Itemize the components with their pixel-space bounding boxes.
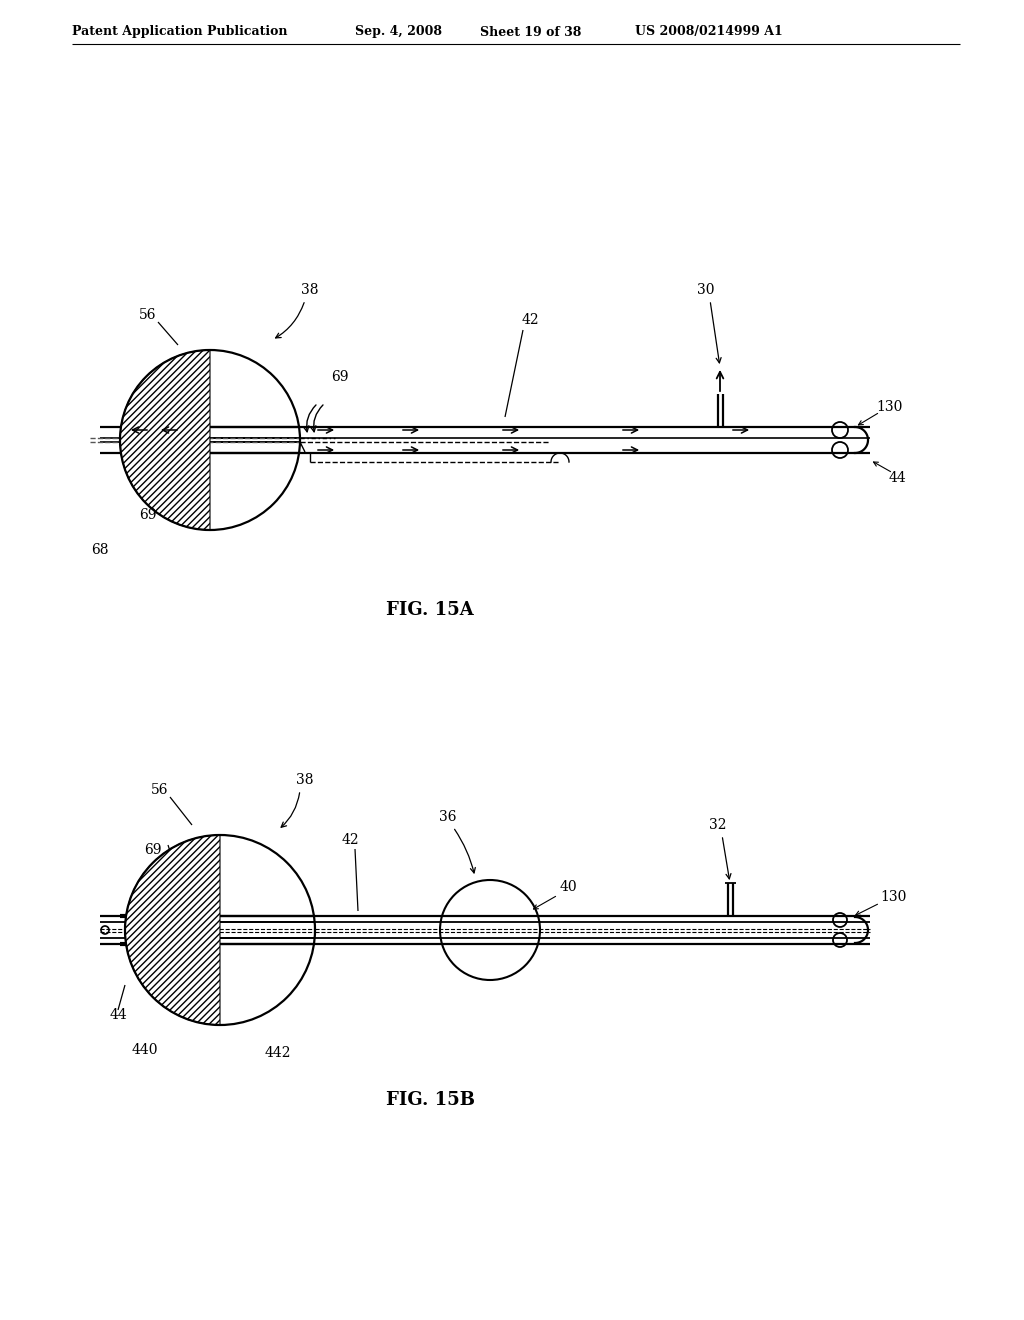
Text: 40: 40 xyxy=(559,880,577,894)
Text: Patent Application Publication: Patent Application Publication xyxy=(72,25,288,38)
Text: 38: 38 xyxy=(296,774,313,787)
Text: 442: 442 xyxy=(265,1045,291,1060)
Text: Sheet 19 of 38: Sheet 19 of 38 xyxy=(480,25,582,38)
Text: 69: 69 xyxy=(139,508,157,521)
Text: 42: 42 xyxy=(521,313,539,327)
Text: 36: 36 xyxy=(439,810,457,824)
Polygon shape xyxy=(125,836,220,1026)
Text: 32: 32 xyxy=(710,818,727,832)
Text: FIG. 15A: FIG. 15A xyxy=(386,601,474,619)
Text: US 2008/0214999 A1: US 2008/0214999 A1 xyxy=(635,25,782,38)
Text: 42: 42 xyxy=(341,833,358,847)
Text: 130: 130 xyxy=(880,890,906,904)
Text: 44: 44 xyxy=(110,1008,127,1022)
Text: 69: 69 xyxy=(331,370,349,384)
Text: FIG. 15B: FIG. 15B xyxy=(385,1092,474,1109)
Text: 69: 69 xyxy=(144,843,162,857)
Text: 68: 68 xyxy=(91,543,109,557)
Text: 130: 130 xyxy=(877,400,903,414)
Text: 56: 56 xyxy=(139,308,157,322)
Text: 38: 38 xyxy=(301,282,318,297)
Text: 56: 56 xyxy=(152,783,169,797)
Text: 440: 440 xyxy=(132,1043,159,1057)
Text: 30: 30 xyxy=(697,282,715,297)
Text: Sep. 4, 2008: Sep. 4, 2008 xyxy=(355,25,442,38)
Polygon shape xyxy=(120,350,210,531)
Text: 44: 44 xyxy=(888,471,906,484)
